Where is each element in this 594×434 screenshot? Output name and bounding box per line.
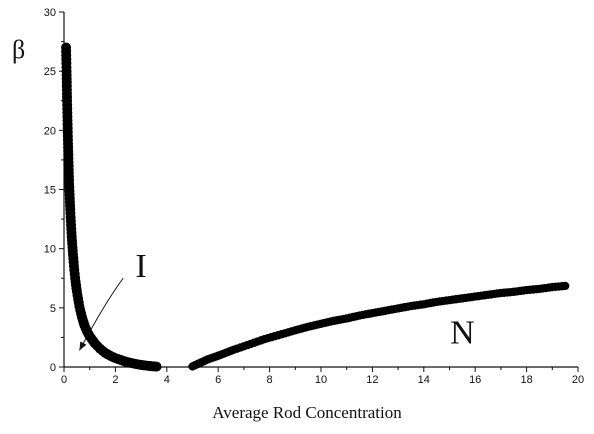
region-label: I — [135, 248, 146, 285]
x-tick-label: 12 — [366, 374, 378, 386]
x-tick-label: 4 — [164, 374, 170, 386]
x-tick-label: 18 — [520, 374, 532, 386]
x-tick-label: 16 — [469, 374, 481, 386]
y-tick-label: 25 — [44, 66, 56, 78]
axes — [63, 12, 578, 368]
x-tick-label: 10 — [315, 374, 327, 386]
arrow-head — [79, 341, 87, 351]
x-axis-label: Average Rod Concentration — [212, 403, 402, 422]
region-label: N — [450, 314, 475, 351]
data-point — [560, 281, 570, 291]
y-tick-label: 5 — [50, 303, 56, 315]
x-tick-label: 2 — [112, 374, 118, 386]
x-tick-label: 14 — [418, 374, 430, 386]
x-tick-label: 6 — [215, 374, 221, 386]
annotations: IN — [78, 248, 475, 351]
y-tick-label: 0 — [50, 362, 56, 374]
ticks: 0 2 4 6 8 10 12 14 16 18 20 0 5 10 15 20 25 30 — [44, 7, 584, 386]
y-tick-label: 10 — [44, 244, 56, 256]
x-tick-label: 8 — [267, 374, 273, 386]
y-tick-label: 30 — [44, 7, 56, 19]
x-tick-label: 20 — [572, 374, 584, 386]
data-point — [151, 361, 162, 372]
arrow-line — [78, 277, 124, 351]
x-tick-label: 0 — [61, 374, 67, 386]
y-tick-label: 20 — [44, 125, 56, 137]
y-tick-label: 15 — [44, 185, 56, 197]
data-points — [61, 42, 570, 372]
y-axis-label: β — [12, 35, 25, 64]
